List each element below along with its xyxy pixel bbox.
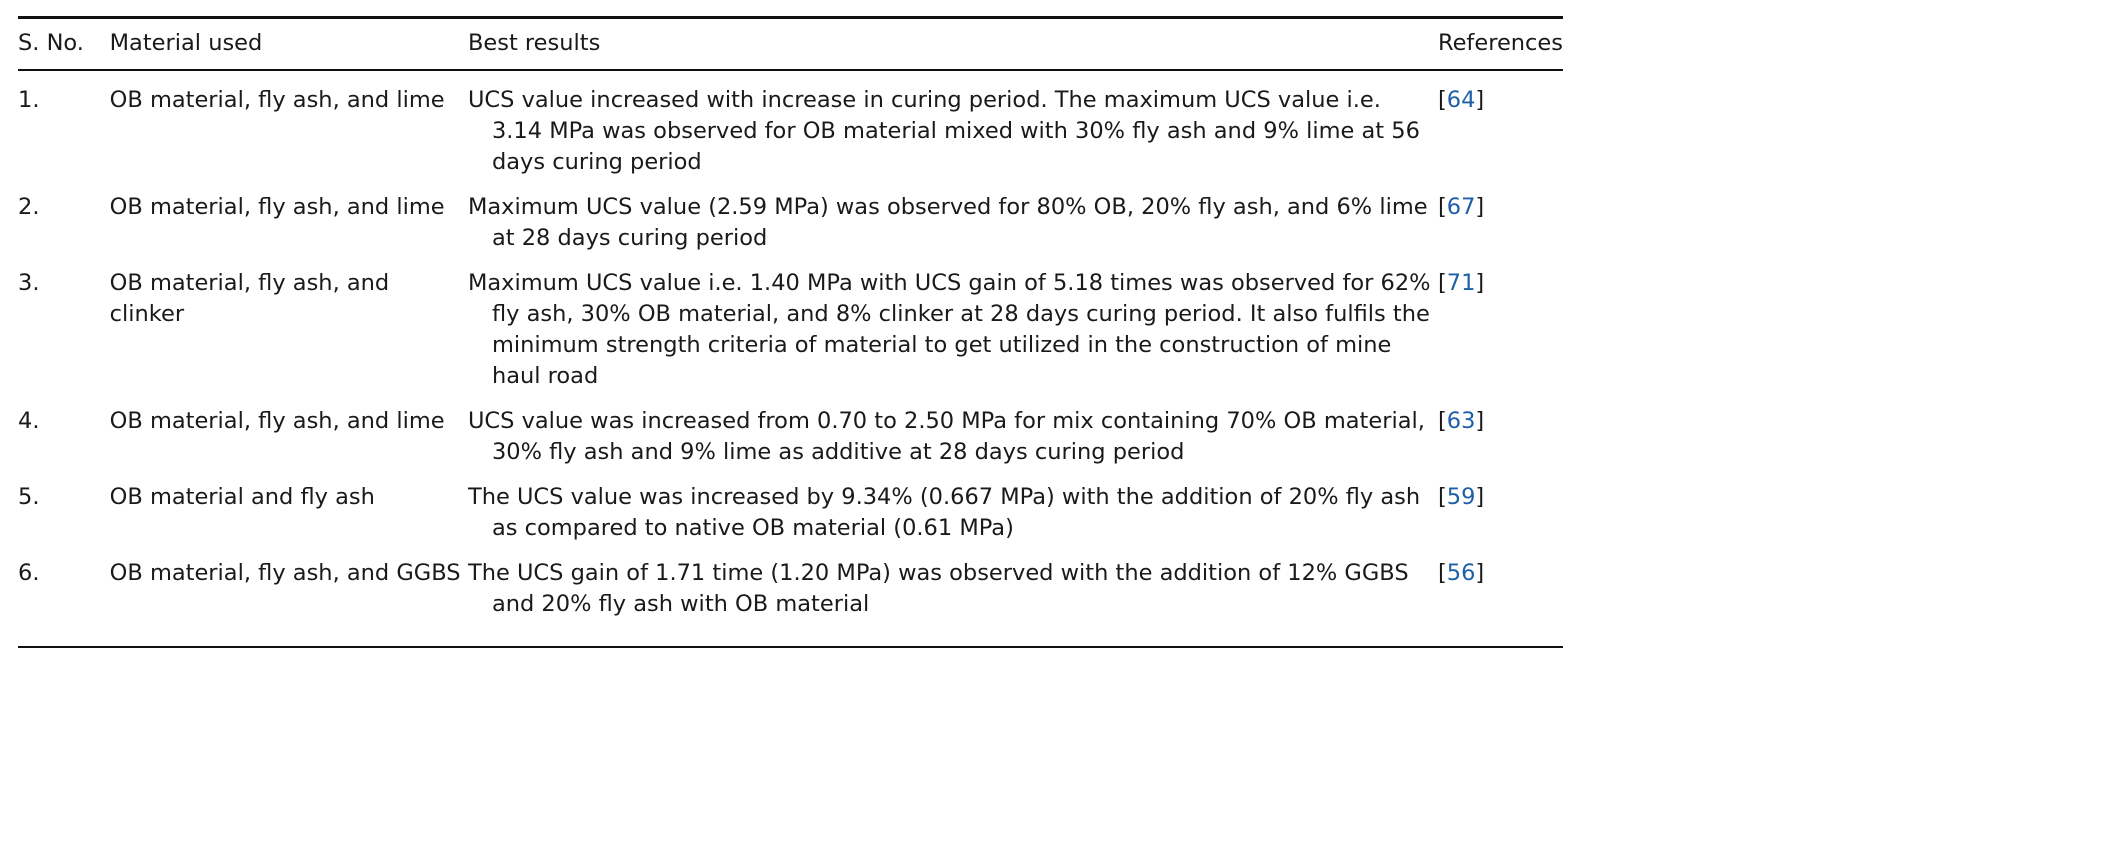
- cell-sno: 5.: [18, 484, 40, 510]
- table-row: 5. OB material and fly ash The UCS value w…: [18, 482, 1563, 558]
- reference-link[interactable]: 64: [1446, 87, 1476, 113]
- cell-material: OB material, fly ash, and lime: [109, 194, 445, 220]
- header-sno: S. No.: [18, 30, 84, 56]
- results-table-container: S. No. Material used Best results Refere…: [18, 16, 2102, 648]
- reference-link[interactable]: 56: [1446, 560, 1476, 586]
- results-text: The UCS gain of 1.71 time (1.20 MPa) was…: [467, 560, 1409, 617]
- cell-reference: [56]: [1437, 560, 1485, 586]
- reference-link[interactable]: 71: [1446, 270, 1476, 296]
- reference-link[interactable]: 59: [1446, 484, 1476, 510]
- header-results: Best results: [467, 30, 601, 56]
- cell-results: Maximum UCS value (2.59 MPa) was observe…: [468, 192, 1438, 268]
- table-row: 1. OB material, fly ash, and lime UCS valu…: [18, 70, 1563, 192]
- cell-results: The UCS gain of 1.71 time (1.20 MPa) was…: [468, 558, 1438, 647]
- cell-material: OB material, fly ash, and GGBS: [109, 560, 461, 586]
- results-text: UCS value was increased from 0.70 to 2.5…: [467, 408, 1425, 465]
- cell-reference: [64]: [1437, 87, 1485, 113]
- results-text: The UCS value was increased by 9.34% (0.…: [467, 484, 1421, 541]
- cell-results: UCS value was increased from 0.70 to 2.5…: [468, 406, 1438, 482]
- cell-sno: 4.: [18, 408, 40, 434]
- results-text: Maximum UCS value (2.59 MPa) was observe…: [467, 194, 1428, 251]
- cell-sno: 3.: [18, 270, 40, 296]
- table-row: 4. OB material, fly ash, and lime UCS valu…: [18, 406, 1563, 482]
- reference-link[interactable]: 67: [1446, 194, 1476, 220]
- results-table: S. No. Material used Best results Refere…: [18, 16, 1563, 648]
- cell-material: OB material and fly ash: [109, 484, 375, 510]
- cell-results: UCS value increased with increase in cur…: [468, 70, 1438, 192]
- reference-link[interactable]: 63: [1446, 408, 1476, 434]
- cell-material: OB material, fly ash, and lime: [109, 408, 445, 434]
- results-text: UCS value increased with increase in cur…: [467, 87, 1420, 175]
- cell-reference: [71]: [1437, 270, 1485, 296]
- cell-sno: 2.: [18, 194, 40, 220]
- cell-sno: 1.: [18, 87, 40, 113]
- cell-material: OB material, fly ash, and lime: [109, 87, 445, 113]
- table-row: 3. OB material, fly ash, and clinker Maxim…: [18, 268, 1563, 406]
- cell-sno: 6.: [18, 560, 40, 586]
- table-row: 2. OB material, fly ash, and lime Maximum …: [18, 192, 1563, 268]
- header-material: Material used: [109, 30, 263, 56]
- table-row: 6. OB material, fly ash, and GGBS The UCS …: [18, 558, 1563, 647]
- table-header-row: S. No. Material used Best results Refere…: [18, 17, 1563, 70]
- cell-results: Maximum UCS value i.e. 1.40 MPa with UCS…: [468, 268, 1438, 406]
- header-references: References: [1437, 30, 1563, 56]
- results-text: Maximum UCS value i.e. 1.40 MPa with UCS…: [467, 270, 1431, 389]
- cell-reference: [59]: [1437, 484, 1485, 510]
- cell-reference: [63]: [1437, 408, 1485, 434]
- cell-reference: [67]: [1437, 194, 1485, 220]
- table-body: 1. OB material, fly ash, and lime UCS valu…: [18, 70, 1563, 647]
- cell-results: The UCS value was increased by 9.34% (0.…: [468, 482, 1438, 558]
- cell-material: OB material, fly ash, and clinker: [109, 270, 390, 327]
